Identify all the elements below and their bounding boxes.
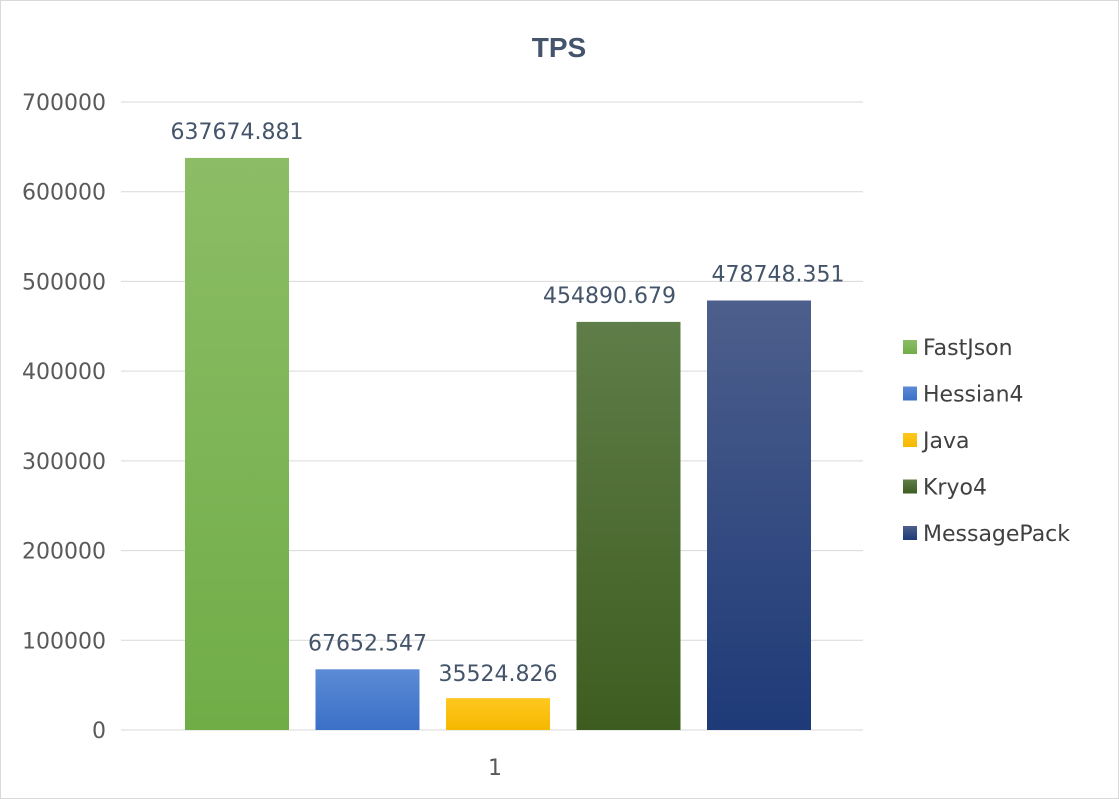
data-label-messagepack: 478748.351 [712, 262, 845, 287]
data-label-fastjson: 637674.881 [171, 120, 304, 145]
legend-label: MessagePack [923, 522, 1070, 547]
y-tick-label: 700000 [22, 91, 106, 116]
legend-label: Hessian4 [923, 383, 1024, 408]
legend: FastJson Hessian4 Java Kryo4 MessagePack [903, 336, 1070, 547]
legend-item-hessian4: Hessian4 [903, 383, 1024, 408]
bar-kryo4 [576, 321, 681, 730]
bar-hessian4 [315, 669, 420, 730]
data-label-java: 35524.826 [439, 662, 558, 687]
legend-item-messagepack: MessagePack [903, 522, 1070, 547]
bar-java [446, 698, 550, 730]
legend-label: FastJson [923, 336, 1013, 361]
y-tick-label: 400000 [22, 360, 106, 385]
legend-swatch [903, 479, 917, 494]
legend-item-kryo4: Kryo4 [903, 476, 987, 501]
y-axis-ticks: 0 100000 200000 300000 400000 500000 600000 700… [22, 91, 106, 744]
legend-label: Kryo4 [923, 476, 987, 501]
y-tick-label: 200000 [22, 540, 106, 565]
legend-swatch [903, 433, 917, 447]
x-tick-label: 1 [488, 756, 502, 781]
legend-swatch [903, 340, 917, 354]
y-tick-label: 300000 [22, 450, 106, 475]
legend-swatch [903, 526, 917, 540]
y-tick-label: 0 [92, 719, 106, 744]
bars [185, 157, 811, 730]
x-axis-ticks: 1 [488, 756, 502, 781]
legend-swatch [903, 386, 917, 401]
data-label-kryo4: 454890.679 [543, 284, 676, 309]
y-tick-label: 600000 [22, 181, 106, 206]
chart-title: TPS [532, 32, 586, 63]
y-tick-label: 100000 [22, 629, 106, 654]
legend-item-fastjson: FastJson [903, 336, 1013, 361]
bar-fastjson [185, 157, 289, 730]
bar-messagepack [707, 300, 811, 730]
legend-label: Java [921, 429, 969, 454]
data-labels: 637674.881 67652.547 35524.826 454890.679 47… [171, 120, 845, 687]
data-label-hessian4: 67652.547 [308, 631, 427, 656]
legend-item-java: Java [903, 429, 969, 454]
y-tick-label: 500000 [22, 270, 106, 295]
